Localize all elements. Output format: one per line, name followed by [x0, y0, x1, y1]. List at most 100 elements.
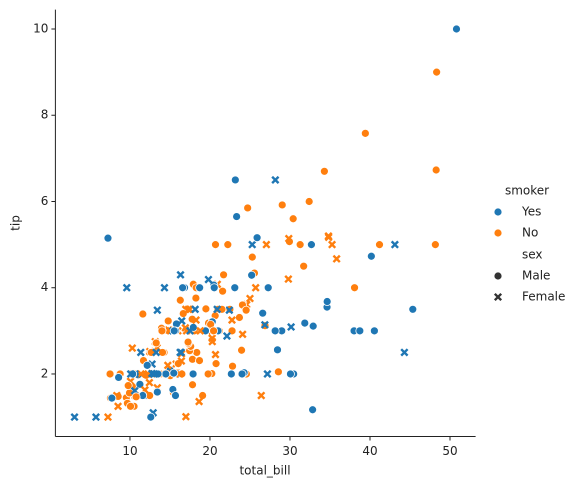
legend-marker [493, 207, 503, 217]
y-tick-label: 8 [41, 108, 49, 122]
point [235, 313, 244, 322]
point [324, 233, 333, 242]
point [178, 283, 188, 293]
y-tick-label: 4 [41, 280, 49, 294]
point [271, 175, 280, 184]
point [186, 326, 195, 335]
point [136, 348, 145, 357]
point [304, 197, 314, 206]
point [211, 240, 220, 250]
point [175, 295, 185, 305]
point [107, 393, 117, 403]
point [211, 359, 221, 369]
point [369, 326, 379, 336]
legend-marker [493, 228, 503, 238]
point [128, 344, 137, 353]
point [177, 316, 186, 325]
point [286, 369, 295, 379]
point [322, 297, 332, 306]
point [332, 254, 341, 263]
point [146, 412, 156, 422]
x-tick-label: 20 [202, 444, 217, 458]
point [70, 413, 79, 422]
point [225, 306, 234, 315]
point [183, 337, 193, 347]
point [408, 304, 418, 314]
point [160, 283, 169, 292]
point [188, 369, 198, 379]
point [136, 369, 146, 379]
point [260, 320, 269, 329]
point [103, 233, 113, 243]
legend-title: smoker [505, 184, 549, 198]
point [171, 391, 180, 400]
point [153, 306, 162, 315]
point [188, 380, 197, 390]
point [138, 309, 148, 319]
point [201, 304, 211, 314]
point [360, 128, 370, 138]
point [247, 270, 257, 280]
legend-label: Yes [521, 205, 541, 219]
point [157, 326, 167, 336]
x-tick-label: 30 [282, 444, 297, 458]
point [169, 368, 179, 378]
point [191, 293, 201, 303]
point [122, 283, 131, 292]
point [163, 361, 172, 370]
point [299, 261, 309, 271]
point [251, 283, 260, 292]
point [149, 369, 159, 379]
point [238, 330, 247, 339]
point [195, 356, 204, 366]
point [209, 283, 219, 293]
point [131, 392, 141, 402]
point [191, 305, 200, 314]
point [152, 387, 162, 397]
point [248, 240, 257, 249]
point [247, 252, 257, 262]
point [105, 369, 115, 379]
point [113, 402, 123, 411]
point [126, 401, 135, 411]
legend-label: No [522, 226, 538, 240]
point [287, 322, 296, 332]
point [211, 350, 220, 359]
point [237, 369, 247, 379]
y-tick-label: 6 [41, 194, 49, 208]
x-tick-label: 50 [442, 444, 457, 458]
point [308, 321, 318, 331]
point [284, 234, 293, 243]
point [328, 240, 337, 249]
point [252, 233, 262, 243]
legend-title: sex [522, 248, 543, 262]
point [277, 200, 287, 210]
point [176, 270, 185, 279]
point [430, 240, 440, 250]
x-tick-label: 40 [362, 444, 377, 458]
point [295, 240, 305, 250]
point [208, 334, 217, 343]
point [366, 251, 376, 261]
point [196, 326, 205, 335]
legend-marker [493, 271, 503, 281]
point [195, 397, 204, 406]
point [169, 326, 179, 336]
point [128, 369, 138, 379]
point [213, 305, 222, 314]
point [181, 412, 190, 421]
point [375, 240, 384, 250]
point [257, 391, 266, 400]
point [91, 413, 101, 422]
point [103, 413, 113, 422]
point [270, 326, 280, 336]
point [263, 369, 272, 379]
point [145, 378, 154, 387]
y-axis-label: tip [9, 215, 23, 231]
point [177, 356, 186, 366]
point [273, 367, 283, 377]
point [222, 331, 231, 341]
point [245, 294, 255, 303]
point [288, 214, 298, 224]
point [198, 391, 208, 400]
